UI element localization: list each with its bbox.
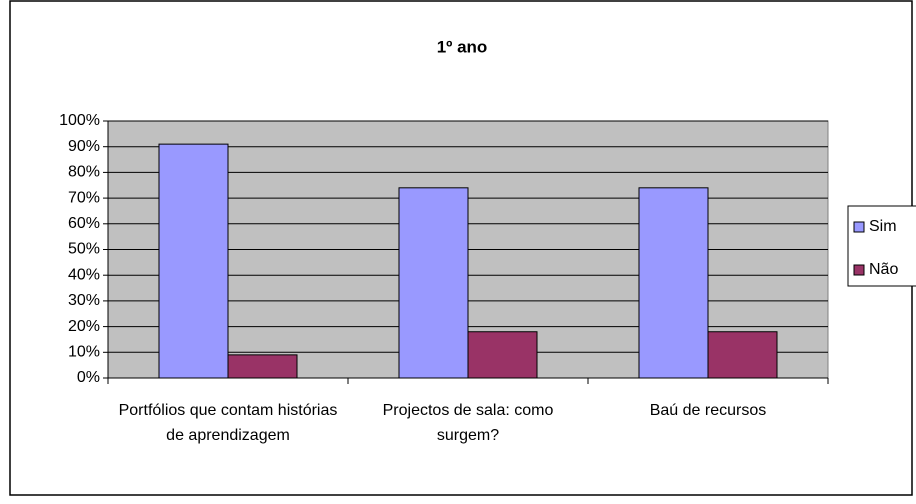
x-tick-label: Projectos de sala: como surgem? <box>382 402 554 444</box>
bar <box>467 331 538 379</box>
bar <box>227 354 298 379</box>
y-tick-label: 100% <box>59 112 100 129</box>
y-tick-label: 80% <box>68 164 100 181</box>
bar <box>398 187 469 379</box>
y-tick-label: 20% <box>68 318 100 335</box>
bar <box>638 187 709 379</box>
y-tick-label: 70% <box>68 189 100 206</box>
y-tick-label: 60% <box>68 215 100 232</box>
bar <box>707 331 778 379</box>
legend-label: Não <box>869 261 898 278</box>
y-tick-label: 30% <box>68 292 100 309</box>
chart-title: 1º ano <box>437 37 488 56</box>
x-tick-label: Baú de recursos <box>649 402 767 419</box>
y-tick-label: 50% <box>68 241 100 258</box>
y-tick-label: 40% <box>68 266 100 283</box>
y-tick-label: 0% <box>77 369 100 386</box>
legend-label: Sim <box>869 218 897 235</box>
legend-swatch <box>853 264 865 276</box>
bar <box>158 143 229 379</box>
y-tick-label: 10% <box>68 344 100 361</box>
y-tick-label: 90% <box>68 138 100 155</box>
legend-swatch <box>853 221 865 233</box>
x-tick-label: Portfólios que contam histórias de apren… <box>118 402 338 444</box>
